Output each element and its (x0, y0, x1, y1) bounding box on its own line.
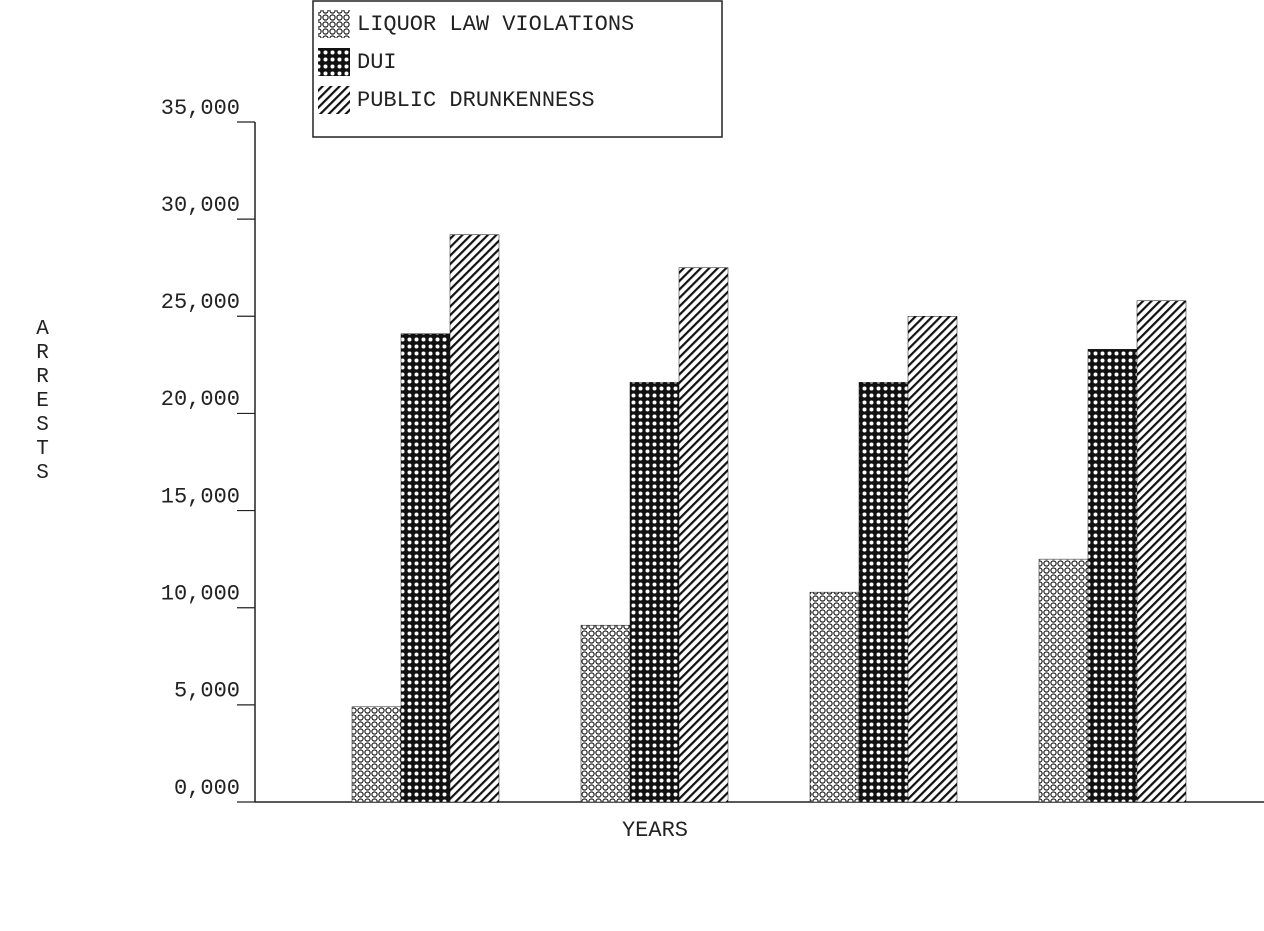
legend-label: PUBLIC DRUNKENNESS (357, 88, 595, 113)
bar (1038, 558, 1089, 803)
y-axis-label: ARRESTS (31, 318, 54, 486)
y-tick-label: 0,000 (174, 776, 240, 801)
y-tick-label: 15,000 (161, 484, 240, 509)
bar (1087, 349, 1138, 803)
y-tick-label: 30,000 (161, 193, 240, 218)
legend-swatch (318, 10, 350, 38)
bar (678, 267, 729, 803)
legend-label: LIQUOR LAW VIOLATIONS (357, 12, 634, 37)
bar (580, 624, 631, 803)
bar (1136, 300, 1187, 803)
bar (449, 234, 500, 803)
legend-swatch (318, 48, 350, 76)
bar (629, 382, 680, 803)
y-tick-label: 20,000 (161, 387, 240, 412)
legend-label: DUI (357, 50, 397, 75)
bar (907, 316, 958, 803)
y-tick-label: 5,000 (174, 679, 240, 704)
bar (400, 333, 451, 803)
y-tick-label: 25,000 (161, 290, 240, 315)
bar (858, 382, 909, 803)
legend-box (312, 0, 723, 138)
bar (351, 706, 402, 803)
x-axis-label: YEARS (622, 818, 688, 843)
legend-swatch (318, 86, 350, 114)
y-tick-label: 10,000 (161, 582, 240, 607)
bar (809, 591, 860, 803)
y-tick-label: 35,000 (161, 96, 240, 121)
